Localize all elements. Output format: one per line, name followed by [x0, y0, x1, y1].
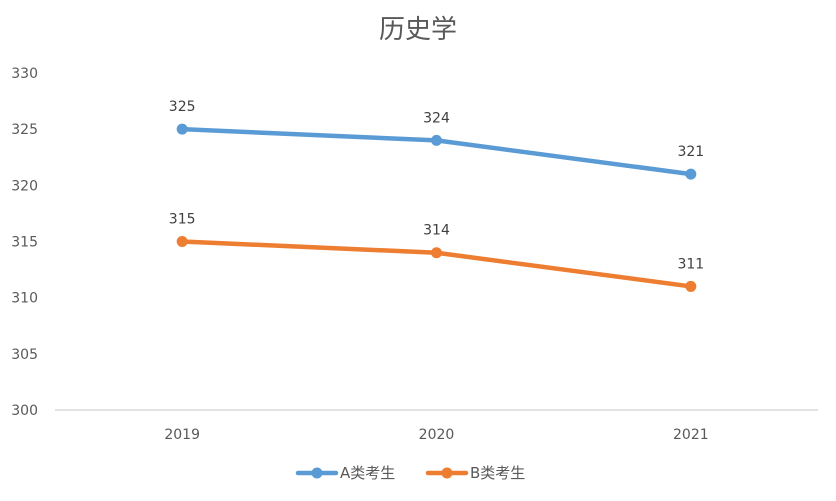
data-label: 315 — [169, 212, 196, 228]
chart-title: 历史学 — [379, 15, 457, 45]
data-label: 324 — [423, 110, 450, 126]
series-1: 325 324 321 — [169, 99, 704, 180]
y-tick-label: 320 — [11, 178, 38, 194]
data-point — [176, 236, 188, 247]
data-point — [431, 247, 442, 259]
legend-label: A类考生 — [340, 464, 395, 482]
data-label: 311 — [677, 256, 704, 272]
legend: A类考生 B类考生 — [295, 464, 525, 482]
data-point — [431, 134, 442, 146]
data-point — [685, 280, 697, 292]
x-tick-label: 2019 — [164, 427, 200, 443]
x-tick-label: 2021 — [673, 427, 709, 443]
data-label: 325 — [169, 99, 196, 115]
x-axis: 2019 2020 2021 — [164, 427, 708, 443]
legend-item: A类考生 — [295, 464, 395, 482]
data-label: 321 — [677, 144, 704, 160]
y-tick-label: 330 — [11, 66, 38, 82]
series-2: 315 314 311 — [169, 212, 704, 292]
x-tick-label: 2020 — [419, 427, 455, 443]
y-tick-label: 315 — [11, 235, 38, 251]
data-label: 314 — [423, 223, 450, 239]
legend-label: B类考生 — [470, 464, 525, 482]
data-point — [176, 123, 188, 135]
legend-swatch-marker — [441, 467, 453, 479]
y-tick-label: 300 — [11, 403, 38, 419]
series-layer: 325 324 321 315 314 311 — [169, 99, 704, 292]
legend-item: B类考生 — [425, 464, 525, 482]
data-point — [685, 168, 697, 180]
y-tick-label: 310 — [11, 291, 38, 307]
y-axis: 300 305 310 315 320 325 330 — [11, 66, 38, 419]
y-tick-label: 325 — [11, 122, 38, 138]
y-tick-label: 305 — [11, 347, 38, 363]
legend-swatch-marker — [311, 467, 323, 479]
